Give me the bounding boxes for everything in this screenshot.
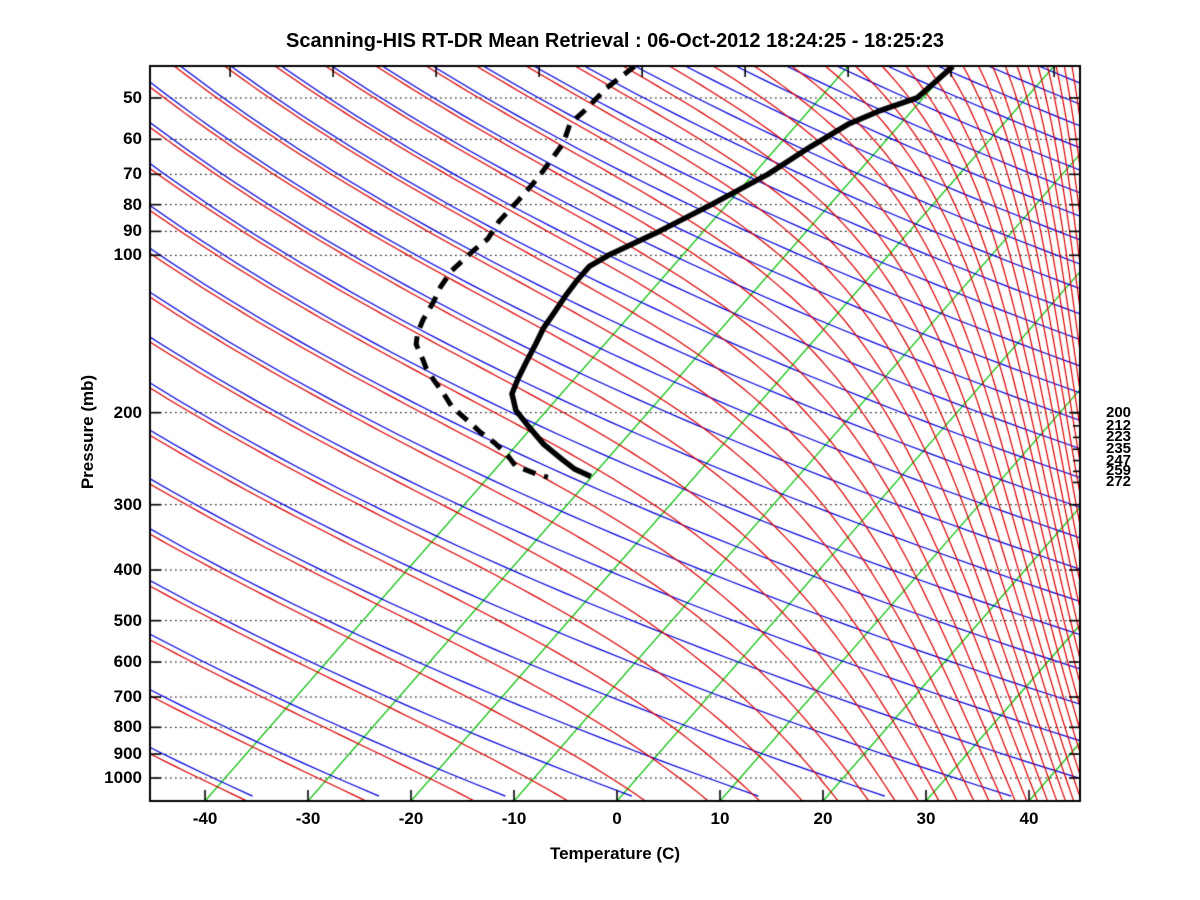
right-level-label: 223	[1106, 428, 1132, 446]
y-tick-label: 100	[113, 245, 142, 265]
y-tick-label: 900	[113, 744, 142, 764]
x-tick-label: 30	[916, 809, 936, 828]
x-tick-label: -10	[501, 809, 527, 828]
y-tick-label: 80	[123, 194, 142, 214]
y-tick-label: 90	[123, 221, 142, 241]
y-tick-label: 300	[113, 494, 142, 514]
x-tick-label: 40	[1019, 809, 1039, 828]
x-tick-label: 20	[813, 809, 833, 828]
x-tick-label: -30	[295, 809, 321, 828]
y-tick-label: 200	[113, 402, 142, 422]
x-tick-label: -40	[192, 809, 218, 828]
y-tick-label: 700	[113, 687, 142, 707]
x-tick-label: -20	[398, 809, 424, 828]
right-level-label: 200	[1106, 403, 1132, 421]
y-tick-label: 70	[123, 164, 142, 184]
y-tick-label: 600	[113, 652, 142, 672]
right-level-label: 259	[1106, 462, 1132, 480]
y-tick-label: 500	[113, 610, 142, 630]
chart-title: Scanning-HIS RT-DR Mean Retrieval : 06-O…	[285, 30, 945, 52]
y-tick-label: 50	[123, 87, 142, 107]
x-axis-label: Temperature (C)	[549, 844, 681, 863]
y-tick-label: 400	[113, 560, 142, 579]
y-tick-label: 1000	[104, 768, 142, 787]
y-tick-label: 60	[123, 129, 142, 149]
x-tick-label: 10	[710, 809, 730, 828]
right-level-label: 247	[1106, 451, 1132, 469]
right-level-label: 212	[1106, 416, 1132, 434]
right-level-label: 272	[1106, 473, 1132, 491]
y-tick-label: 800	[113, 717, 142, 737]
right-level-label: 235	[1106, 440, 1132, 458]
x-tick-label: 0	[612, 809, 622, 828]
